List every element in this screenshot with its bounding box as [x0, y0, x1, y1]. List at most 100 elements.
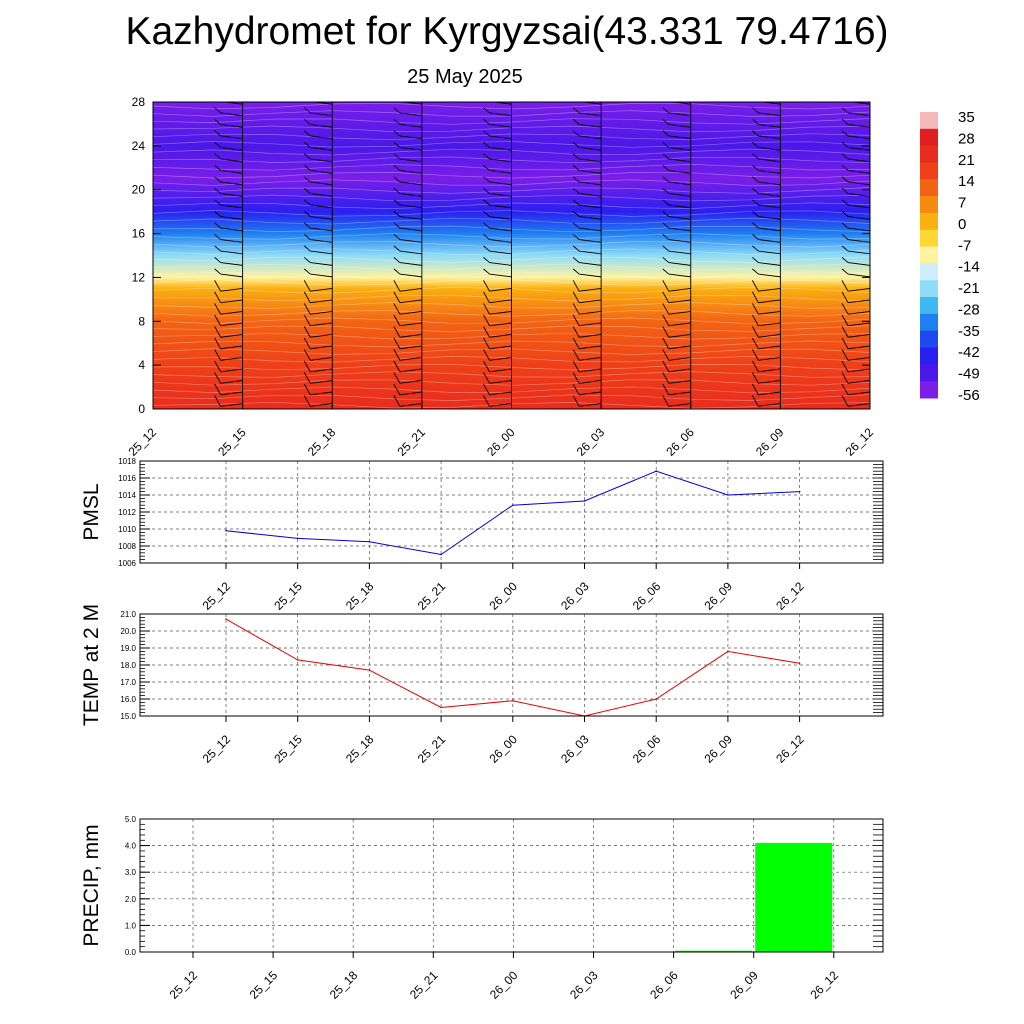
wind-barb [220, 273, 243, 278]
wind-barb-feather [841, 395, 849, 407]
wind-barb-feather [393, 383, 401, 396]
pmsl-line [225, 470, 800, 556]
wind-barb-feather [751, 337, 759, 349]
wind-barb-feather [214, 337, 222, 349]
wind-barb-feather [393, 314, 401, 326]
wind-barb-feather [841, 326, 849, 338]
wind-barb [153, 218, 154, 220]
wind-barb-feather [483, 245, 490, 252]
wind-barb-feather [393, 153, 401, 160]
x-tick-label: 25_15 [215, 425, 249, 459]
wind-barb [668, 227, 691, 232]
x-tick-label: 26_03 [558, 732, 592, 766]
wind-barb-feather [841, 372, 849, 384]
wind-barb-feather [125, 338, 131, 349]
wind-barb [579, 287, 602, 292]
wind-barb-feather [841, 314, 849, 326]
wind-barb-feather [662, 118, 670, 125]
wind-barb [579, 204, 602, 209]
wind-barb [847, 299, 870, 304]
wind-barb-feather [662, 395, 670, 407]
colorbar-label: 21 [958, 152, 975, 169]
wind-barb-feather [303, 314, 311, 326]
wind-barb-feather [751, 372, 759, 384]
pmsl-panel: 1006 1008 1010 1012 1014 1016 1018 25_12 25_15 25… [80, 457, 884, 613]
colorbar: 35 28 21 14 7 0 -7 -14 -21 -28 -35 -42 -49 -56 [920, 109, 980, 404]
wind-barb [310, 227, 333, 232]
pmsl-point [225, 529, 227, 532]
wind-barb [758, 216, 781, 220]
wind-barb [399, 216, 422, 220]
wind-barb [310, 310, 333, 315]
wind-barb-feather [662, 372, 670, 384]
y-tick-label: 20.0 [120, 627, 136, 636]
wind-barb [153, 172, 154, 174]
wind-barb [668, 310, 691, 315]
x-tick-label: 26_00 [487, 968, 521, 1002]
wind-barb-feather [483, 118, 490, 125]
wind-barb [489, 391, 512, 396]
wind-barb [847, 135, 870, 140]
y-axis-label: TEMP at 2 M [80, 604, 103, 726]
x-tick-label: 25_15 [247, 968, 281, 1002]
wind-barb-feather [393, 130, 401, 137]
wind-barb [847, 391, 870, 396]
wind-barb-feather [214, 107, 221, 114]
x-tick-label: 25_21 [407, 968, 441, 1002]
wind-barb-feather [214, 372, 222, 384]
wind-barb-feather [214, 118, 221, 125]
wind-barb-feather [483, 395, 490, 407]
x-tick-label: 26_12 [843, 425, 877, 459]
wind-barb [399, 403, 422, 407]
wind-barb-feather [572, 349, 580, 361]
wind-barb-feather [393, 210, 401, 217]
wind-barb-feather [752, 257, 759, 263]
x-tick-label: 26_03 [567, 968, 601, 1002]
wind-barb-feather [214, 326, 222, 338]
wind-barb-feather [841, 360, 849, 372]
wind-barb [220, 204, 243, 209]
wind-barb-feather [125, 257, 131, 262]
wind-barb [489, 146, 512, 151]
colorbar-label: -35 [958, 323, 980, 340]
wind-barb-feather [662, 349, 670, 361]
wind-barb-feather [752, 118, 759, 125]
wind-barb-feather [572, 360, 580, 372]
wind-barb-feather [841, 130, 849, 137]
wind-barb-feather [125, 280, 131, 291]
wind-barb [310, 333, 333, 338]
wind-barb-feather [214, 395, 222, 407]
wind-barb [489, 135, 512, 140]
wind-barb [220, 193, 243, 197]
pmsl-point [440, 553, 442, 556]
wind-barb-feather [214, 314, 222, 326]
wind-barb-feather [214, 222, 221, 229]
wind-barb [399, 357, 422, 361]
colorbar-swatch [920, 246, 938, 264]
x-tick-label: 26_06 [647, 968, 681, 1002]
wind-barb-feather [214, 268, 221, 275]
wind-barb [579, 273, 602, 278]
wind-barb-feather [662, 314, 670, 326]
x-tick-label: 26_00 [484, 425, 518, 459]
wind-barb-feather [572, 268, 580, 275]
wind-barb [490, 102, 512, 105]
wind-barb [758, 123, 781, 128]
y-tick-label: 24 [132, 139, 146, 153]
wind-barb-feather [662, 199, 670, 206]
wind-barb [669, 102, 691, 105]
wind-barb [310, 368, 333, 373]
x-tick-label: 26_12 [773, 732, 807, 766]
wind-barb-feather [304, 96, 310, 101]
wind-barb-feather [752, 222, 759, 229]
wind-barb-feather [572, 257, 580, 263]
x-tick-label: 26_03 [574, 425, 608, 459]
wind-barb-feather [752, 187, 759, 194]
wind-barb [399, 204, 422, 209]
wind-barb [489, 262, 512, 266]
wind-barb-feather [572, 130, 580, 137]
wind-barb [579, 112, 602, 117]
wind-barb-feather [483, 268, 490, 275]
wind-barb-feather [215, 96, 221, 101]
